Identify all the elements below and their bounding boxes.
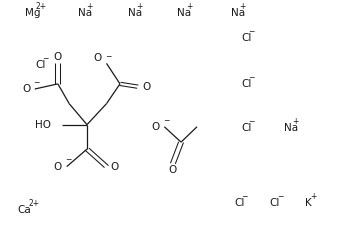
Text: +: + — [293, 117, 299, 126]
Text: Cl: Cl — [234, 198, 245, 208]
Text: +: + — [87, 2, 93, 11]
Text: Ca: Ca — [18, 205, 32, 215]
Text: 2+: 2+ — [28, 199, 39, 208]
Text: −: − — [241, 192, 248, 201]
Text: Cl: Cl — [36, 60, 46, 70]
Text: −: − — [277, 192, 283, 201]
Text: O: O — [152, 122, 160, 132]
Text: −: − — [105, 52, 111, 61]
Text: −: − — [248, 27, 255, 36]
Text: +: + — [186, 2, 192, 11]
Text: −: − — [33, 78, 39, 87]
Text: Cl: Cl — [241, 79, 252, 89]
Text: Cl: Cl — [241, 34, 252, 43]
Text: Cl: Cl — [270, 198, 280, 208]
Text: O: O — [169, 165, 177, 175]
Text: −: − — [248, 73, 255, 82]
Text: 2+: 2+ — [36, 2, 47, 11]
Text: −: − — [248, 117, 255, 126]
Text: −: − — [65, 156, 72, 164]
Text: Na: Na — [284, 123, 298, 133]
Text: O: O — [111, 162, 119, 171]
Text: O: O — [142, 82, 150, 92]
Text: Na: Na — [231, 8, 245, 18]
Text: +: + — [136, 2, 143, 11]
Text: −: − — [43, 54, 49, 63]
Text: HO: HO — [35, 120, 51, 130]
Text: O: O — [22, 84, 30, 94]
Text: O: O — [54, 52, 62, 62]
Text: Mg: Mg — [25, 8, 40, 18]
Text: Na: Na — [178, 8, 192, 18]
Text: K: K — [305, 198, 312, 208]
Text: Cl: Cl — [241, 123, 252, 133]
Text: −: − — [163, 116, 170, 125]
Text: +: + — [239, 2, 246, 11]
Text: O: O — [94, 53, 102, 63]
Text: O: O — [54, 162, 62, 171]
Text: Na: Na — [128, 8, 142, 18]
Text: Na: Na — [78, 8, 92, 18]
Text: +: + — [310, 192, 317, 201]
